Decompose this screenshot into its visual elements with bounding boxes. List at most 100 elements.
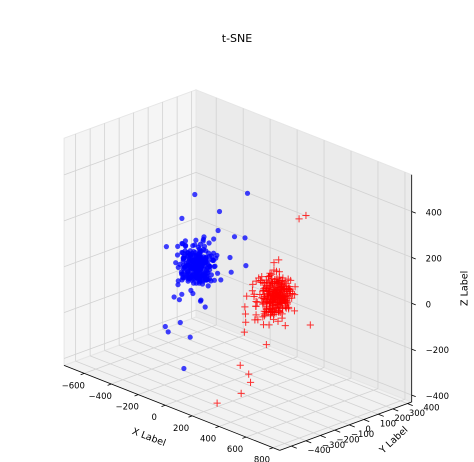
- y-tick-mark: [334, 429, 341, 433]
- scatter-point: [270, 258, 278, 267]
- y-gridline: [90, 355, 306, 442]
- x-axis-line: [63, 365, 280, 451]
- z-gridline: [63, 217, 197, 268]
- x-gridline: [218, 377, 352, 427]
- scatter-point: [243, 263, 249, 269]
- scatter-point: [291, 283, 299, 291]
- scatter-point: [248, 287, 257, 295]
- scatter-point: [266, 271, 274, 280]
- scatter-point: [295, 215, 303, 223]
- scatter-point: [207, 263, 213, 269]
- x-tick-mark: [80, 373, 85, 376]
- scatter-point: [275, 295, 284, 303]
- x-axis-label: X Label: [130, 426, 167, 449]
- scatter-point: [241, 310, 250, 318]
- z-tick-mark: [411, 302, 416, 306]
- scatter-point: [253, 298, 261, 306]
- scatter-point: [264, 292, 273, 300]
- scatter-point: [185, 278, 191, 284]
- z-gridline: [63, 126, 197, 176]
- scatter-point: [165, 329, 171, 335]
- scatter-point: [283, 292, 291, 300]
- scatter-point: [211, 277, 217, 283]
- x-tick-mark: [107, 383, 112, 386]
- y-gridline: [133, 339, 350, 426]
- scatter-point: [268, 299, 276, 307]
- x-gridline: [165, 356, 298, 406]
- scatter-point: [179, 241, 186, 247]
- scatter-point: [273, 275, 281, 283]
- x-tick-mark: [134, 394, 139, 397]
- z-axis-label: Z Label: [460, 271, 471, 306]
- z-gridline: [195, 126, 412, 212]
- z-tick-mark: [411, 211, 416, 214]
- scatter-point: [192, 191, 198, 198]
- x-tick-mark: [269, 447, 274, 450]
- scatter-point: [259, 300, 267, 308]
- x-tick-label: 200: [173, 424, 189, 434]
- scatter-point: [252, 311, 260, 319]
- z-tick-label: 200: [426, 254, 442, 264]
- scatter-point: [205, 283, 211, 289]
- scatter-point: [202, 304, 208, 310]
- scatter-point: [306, 321, 314, 329]
- z-gridline: [63, 263, 197, 314]
- scatter-point: [260, 294, 268, 303]
- y-tick-label: −300: [322, 441, 345, 451]
- scatter-point: [162, 323, 168, 330]
- scatter-point: [242, 235, 248, 241]
- x-gridline: [111, 335, 244, 385]
- y-tick-label: −200: [336, 435, 359, 445]
- z-gridline: [195, 217, 412, 304]
- scatter-point: [287, 276, 295, 285]
- scatter-point: [176, 297, 182, 303]
- scatter-point: [266, 312, 275, 320]
- scatter-point: [236, 361, 244, 369]
- scatter-point: [281, 322, 289, 330]
- scatter-point: [197, 248, 203, 254]
- series-1-points: [162, 190, 251, 372]
- y-tick-mark: [378, 413, 384, 417]
- scatter-point: [280, 281, 288, 289]
- scatter-point: [265, 273, 273, 281]
- scatter-point: [175, 243, 181, 249]
- scatter-point: [216, 208, 223, 215]
- x-tick-label: 800: [254, 456, 270, 462]
- scatter-point: [208, 253, 215, 259]
- scatter-point: [243, 292, 251, 300]
- scatter-point: [252, 297, 260, 306]
- scatter-point: [276, 299, 284, 308]
- scatter-point: [250, 290, 258, 298]
- z-axis-ticks: −400 −200 0 200 400: [411, 208, 449, 402]
- scatter-point: [175, 282, 181, 288]
- scatter-point: [237, 389, 245, 397]
- z-tick-mark: [411, 394, 416, 398]
- series-2-points: [213, 211, 314, 407]
- x-tick-mark: [242, 436, 247, 439]
- x-gridline: [245, 388, 379, 438]
- z-tick-label: 0: [426, 300, 431, 310]
- scatter-point: [245, 370, 253, 378]
- scatter-point: [262, 340, 270, 349]
- y-gridline: [177, 323, 393, 410]
- scatter-point: [269, 279, 277, 287]
- y-gridline: [148, 334, 364, 420]
- scatter-point: [185, 250, 191, 256]
- scatter-point: [270, 305, 278, 313]
- scatter-point: [281, 303, 290, 311]
- axes-panes: [62, 89, 414, 451]
- scatter-point: [279, 282, 287, 290]
- x-axis-ticks: −600 −400 −200 0 200 400 600 800: [62, 373, 274, 462]
- scatter-point: [187, 271, 193, 277]
- x-tick-label: 0: [151, 413, 156, 423]
- y-gridline: [191, 318, 408, 404]
- x-tick-label: 400: [200, 434, 216, 444]
- z-tick-label: 400: [426, 208, 442, 218]
- y-tick-mark: [291, 445, 297, 449]
- scatter-point: [285, 305, 293, 313]
- z-gridline: [195, 172, 412, 258]
- side-pane: [63, 89, 197, 367]
- scatter-point: [211, 264, 217, 270]
